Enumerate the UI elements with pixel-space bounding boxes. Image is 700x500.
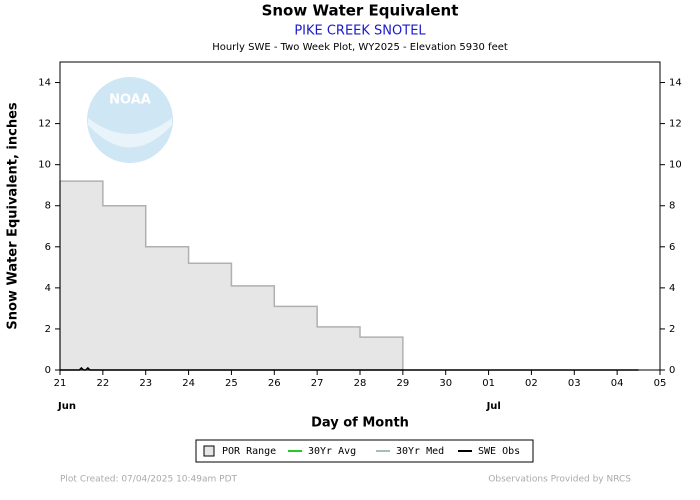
y-tick-label: 0 (45, 365, 51, 376)
y2-tick-label: 14 (669, 78, 682, 89)
x-tick-label: 25 (225, 378, 238, 389)
legend-label: POR Range (222, 446, 276, 457)
legend-label: 30Yr Med (396, 446, 444, 457)
legend-label: 30Yr Avg (308, 446, 356, 457)
x-tick-label: 28 (354, 378, 367, 389)
logo-text: NOAA (109, 93, 151, 108)
month-label: Jun (57, 401, 76, 412)
x-tick-label: 27 (311, 378, 324, 389)
y-tick-label: 6 (45, 242, 51, 253)
x-tick-label: 23 (139, 378, 152, 389)
logo-wave (88, 118, 172, 148)
x-tick-label: 01 (482, 378, 495, 389)
y2-tick-label: 2 (669, 324, 675, 335)
x-tick-label: 05 (654, 378, 667, 389)
x-tick-label: 30 (439, 378, 452, 389)
y-tick-label: 10 (38, 160, 51, 171)
x-tick-label: 02 (525, 378, 538, 389)
y2-tick-label: 8 (669, 201, 675, 212)
x-tick-label: 26 (268, 378, 281, 389)
month-label: Jul (486, 401, 501, 412)
chart-description: Hourly SWE - Two Week Plot, WY2025 - Ele… (212, 42, 508, 53)
y-tick-label: 8 (45, 201, 51, 212)
x-tick-label: 21 (54, 378, 67, 389)
footer-right: Observations Provided by NRCS (488, 475, 631, 485)
legend-swatch (203, 445, 215, 457)
x-tick-label: 04 (611, 378, 624, 389)
footer-left: Plot Created: 07/04/2025 10:49am PDT (60, 475, 238, 485)
x-axis-label: Day of Month (311, 416, 409, 431)
y-tick-label: 12 (38, 119, 51, 130)
noaa-logo: NOAA (87, 77, 173, 163)
y2-tick-label: 10 (669, 160, 682, 171)
chart-subtitle: PIKE CREEK SNOTEL (294, 24, 426, 39)
x-tick-label: 03 (568, 378, 581, 389)
x-tick-label: 22 (96, 378, 109, 389)
chart-title: Snow Water Equivalent (262, 2, 459, 20)
y-tick-label: 2 (45, 324, 51, 335)
y-tick-label: 14 (38, 78, 51, 89)
por-range-area (59, 180, 404, 371)
y2-tick-label: 4 (669, 283, 675, 294)
y2-tick-label: 12 (669, 119, 682, 130)
y2-tick-label: 0 (669, 365, 675, 376)
x-tick-label: 24 (182, 378, 195, 389)
y2-tick-label: 6 (669, 242, 675, 253)
legend-label: SWE Obs (478, 446, 520, 457)
y-axis-label: Snow Water Equivalent, inches (6, 102, 21, 330)
legend-box (195, 439, 534, 463)
y-tick-label: 4 (45, 283, 51, 294)
x-tick-label: 29 (396, 378, 409, 389)
logo-circle (87, 77, 173, 163)
